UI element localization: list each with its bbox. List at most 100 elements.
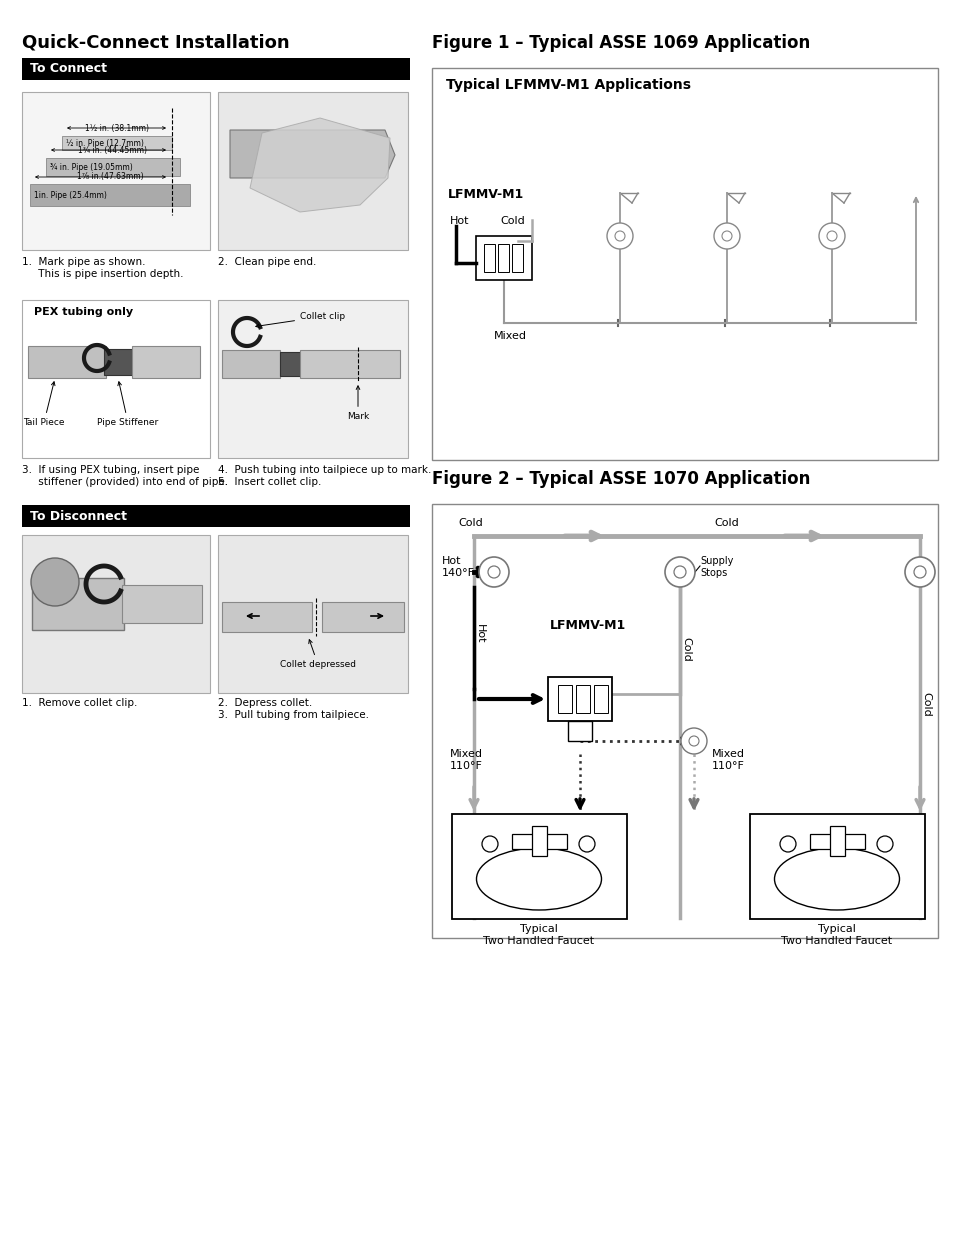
Bar bbox=[104, 350, 132, 375]
Circle shape bbox=[615, 231, 624, 241]
Bar bbox=[749, 814, 924, 919]
Circle shape bbox=[818, 224, 844, 249]
Ellipse shape bbox=[774, 848, 899, 910]
Bar bbox=[594, 685, 607, 713]
Bar bbox=[322, 601, 403, 632]
Text: Quick-Connect Installation: Quick-Connect Installation bbox=[22, 35, 290, 52]
Text: 1.  Mark pipe as shown.
     This is pipe insertion depth.: 1. Mark pipe as shown. This is pipe inse… bbox=[22, 257, 183, 279]
Bar bbox=[22, 535, 210, 693]
Ellipse shape bbox=[476, 848, 601, 910]
Bar bbox=[432, 68, 937, 459]
Circle shape bbox=[713, 224, 740, 249]
Circle shape bbox=[688, 736, 699, 746]
Text: H: H bbox=[483, 836, 490, 846]
Text: ½ in. Pipe (12.7mm): ½ in. Pipe (12.7mm) bbox=[66, 138, 144, 147]
Text: Cold: Cold bbox=[713, 517, 738, 529]
Bar bbox=[22, 58, 410, 80]
Text: To Disconnect: To Disconnect bbox=[30, 510, 127, 522]
Text: Supply
Stops: Supply Stops bbox=[700, 556, 733, 578]
Text: Cold: Cold bbox=[457, 517, 482, 529]
Text: Figure 1 – Typical ASSE 1069 Application: Figure 1 – Typical ASSE 1069 Application bbox=[432, 35, 809, 52]
Bar bbox=[512, 245, 522, 272]
Bar bbox=[452, 814, 626, 919]
Bar bbox=[46, 158, 180, 177]
Text: Hot: Hot bbox=[450, 216, 469, 226]
Text: Typical
Two Handled Faucet: Typical Two Handled Faucet bbox=[781, 924, 892, 946]
Text: Mixed
110°F: Mixed 110°F bbox=[711, 748, 744, 771]
Text: LFMMV-M1: LFMMV-M1 bbox=[550, 619, 625, 632]
Bar bbox=[512, 834, 566, 848]
Circle shape bbox=[30, 558, 79, 606]
Text: 3.  If using PEX tubing, insert pipe
     stiffener (provided) into end of pipe.: 3. If using PEX tubing, insert pipe stif… bbox=[22, 466, 228, 487]
Bar bbox=[32, 578, 124, 630]
Text: Collet depressed: Collet depressed bbox=[280, 640, 355, 669]
Text: Mark: Mark bbox=[347, 385, 369, 421]
Bar bbox=[22, 505, 410, 527]
Circle shape bbox=[904, 557, 934, 587]
Bar bbox=[22, 91, 210, 249]
Bar bbox=[132, 346, 200, 378]
Text: 4.  Push tubing into tailpiece up to mark.
5.  Insert collet clip.: 4. Push tubing into tailpiece up to mark… bbox=[218, 466, 431, 487]
Text: LFMMV-M1: LFMMV-M1 bbox=[448, 188, 524, 201]
Text: Tail Piece: Tail Piece bbox=[23, 382, 65, 427]
Polygon shape bbox=[230, 130, 395, 178]
Text: 1⁷⁄₈ in.(47.63mm): 1⁷⁄₈ in.(47.63mm) bbox=[76, 172, 143, 182]
Text: 2.  Depress collet.
3.  Pull tubing from tailpiece.: 2. Depress collet. 3. Pull tubing from t… bbox=[218, 698, 369, 720]
Circle shape bbox=[826, 231, 836, 241]
Circle shape bbox=[606, 224, 633, 249]
Text: Mixed: Mixed bbox=[494, 331, 526, 341]
Text: Typical
Two Handled Faucet: Typical Two Handled Faucet bbox=[483, 924, 594, 946]
Bar bbox=[567, 721, 592, 741]
Text: 2.  Clean pipe end.: 2. Clean pipe end. bbox=[218, 257, 316, 267]
Text: Hot
140°F: Hot 140°F bbox=[441, 556, 475, 578]
Bar bbox=[829, 826, 844, 856]
Bar bbox=[809, 834, 864, 848]
Text: 1³⁄₄ in. (44.45mm): 1³⁄₄ in. (44.45mm) bbox=[78, 146, 148, 156]
Text: Typical LFMMV-M1 Applications: Typical LFMMV-M1 Applications bbox=[446, 78, 690, 91]
Circle shape bbox=[478, 557, 509, 587]
Circle shape bbox=[913, 566, 925, 578]
Text: C: C bbox=[580, 836, 586, 846]
Text: PEX tubing only: PEX tubing only bbox=[34, 308, 133, 317]
Text: ¾ in. Pipe (19.05mm): ¾ in. Pipe (19.05mm) bbox=[50, 163, 132, 172]
Bar bbox=[432, 504, 937, 939]
Text: Mixed
110°F: Mixed 110°F bbox=[450, 748, 482, 771]
Bar bbox=[532, 826, 546, 856]
Polygon shape bbox=[250, 119, 390, 212]
Bar bbox=[497, 245, 509, 272]
Bar bbox=[558, 685, 572, 713]
Bar bbox=[483, 245, 495, 272]
Circle shape bbox=[673, 566, 685, 578]
Circle shape bbox=[721, 231, 731, 241]
Text: Cold: Cold bbox=[680, 636, 690, 662]
Circle shape bbox=[876, 836, 892, 852]
Bar bbox=[62, 136, 172, 149]
Text: Hot: Hot bbox=[475, 624, 484, 643]
Text: Pipe Stiffener: Pipe Stiffener bbox=[97, 382, 158, 427]
Bar bbox=[476, 236, 532, 280]
Text: 1.  Remove collet clip.: 1. Remove collet clip. bbox=[22, 698, 137, 708]
Bar bbox=[218, 91, 408, 249]
Text: Cold: Cold bbox=[499, 216, 524, 226]
Circle shape bbox=[680, 727, 706, 755]
Circle shape bbox=[578, 836, 595, 852]
Text: H: H bbox=[781, 836, 787, 846]
Circle shape bbox=[481, 836, 497, 852]
Bar bbox=[22, 300, 210, 458]
Text: 1½ in. (38.1mm): 1½ in. (38.1mm) bbox=[85, 124, 149, 133]
Bar bbox=[222, 350, 280, 378]
Bar bbox=[218, 535, 408, 693]
Bar bbox=[576, 685, 589, 713]
Circle shape bbox=[664, 557, 695, 587]
Circle shape bbox=[780, 836, 795, 852]
Text: Collet clip: Collet clip bbox=[255, 312, 345, 327]
Bar bbox=[218, 300, 408, 458]
Text: Cold: Cold bbox=[920, 692, 930, 716]
Text: 1in. Pipe (25.4mm): 1in. Pipe (25.4mm) bbox=[34, 190, 107, 200]
Bar bbox=[547, 677, 612, 721]
Bar bbox=[28, 346, 106, 378]
Circle shape bbox=[488, 566, 499, 578]
Bar bbox=[222, 601, 312, 632]
Bar bbox=[30, 184, 190, 206]
Text: Figure 2 – Typical ASSE 1070 Application: Figure 2 – Typical ASSE 1070 Application bbox=[432, 471, 809, 488]
